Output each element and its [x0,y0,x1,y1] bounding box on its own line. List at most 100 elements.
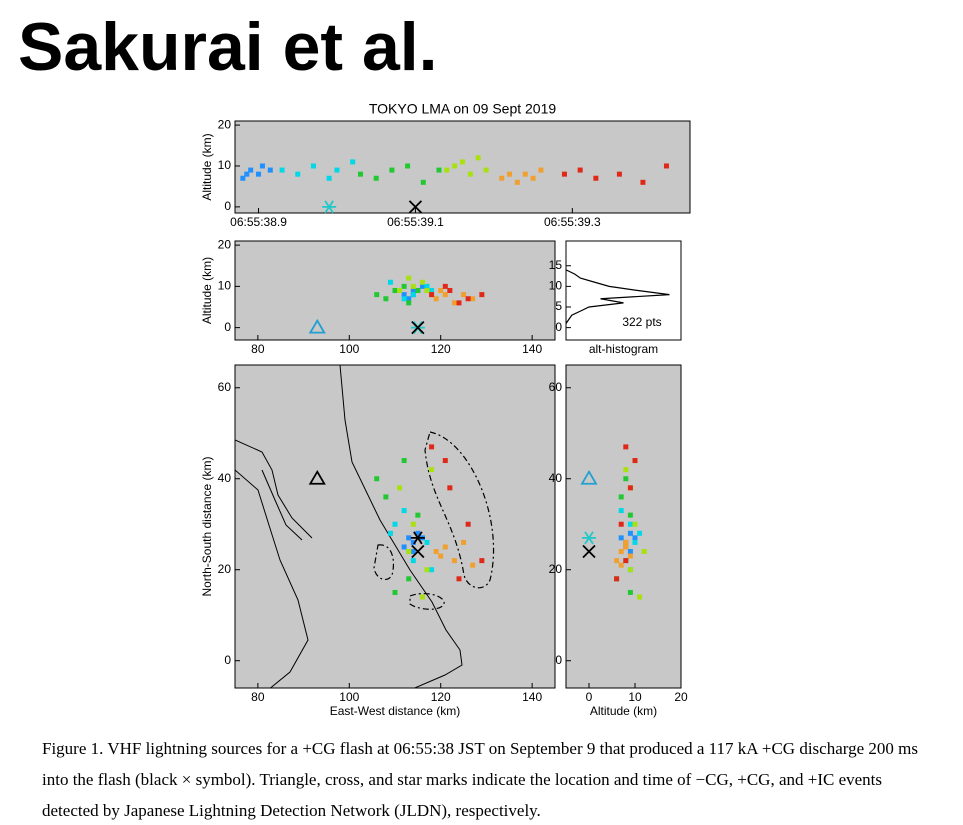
figure: TOKYO LMA on 09 Sept 2019 0 10 20 06:55:38.9… [200,101,691,718]
x-tick-label: 80 [251,690,265,704]
y-tick-label: 40 [218,471,232,485]
vhf-source [401,508,407,514]
vhf-source [392,589,398,595]
y-tick-label: 0 [224,320,231,334]
jldn-event [410,531,425,545]
vhf-source [627,589,633,595]
flash-contour [424,431,495,589]
y-tick-label: 5 [555,299,562,313]
x-tick-label: 06:55:38.9 [230,215,287,229]
vhf-source [389,167,395,173]
vhf-source [623,558,629,564]
vhf-source [627,521,633,527]
vhf-source [429,467,435,473]
vhf-source [451,300,457,306]
vhf-source [424,539,430,545]
jldn-event [308,469,326,485]
y-tick-label: 20 [218,237,232,251]
vhf-source [470,562,476,568]
vhf-source [438,288,444,293]
y-tick-label: 40 [549,471,563,485]
y-tick-label: 0 [555,653,562,667]
vhf-source [623,539,629,545]
vhf-source [616,171,622,177]
y-tick-label: 0 [224,653,231,667]
plot-area [234,120,691,214]
vhf-source [451,558,457,564]
x-tick-label: 20 [674,690,688,704]
vhf-source [623,544,629,550]
vhf-source [632,521,638,527]
coastline [235,439,313,539]
y-tick-label: 20 [549,562,563,576]
vhf-source [632,458,638,464]
flash-contour [373,544,395,581]
vhf-source [433,296,439,302]
vhf-source [436,167,442,173]
vhf-source [623,476,629,482]
vhf-source [244,171,250,177]
vhf-source [514,179,520,185]
vhf-source [415,512,421,518]
vhf-source [627,553,633,559]
coastline [235,469,309,688]
vhf-source [618,508,624,514]
vhf-source [392,521,398,527]
x-axis-label: alt-histogram [589,342,658,356]
chart-title: TOKYO LMA on 09 Sept 2019 [369,101,557,117]
x-tick-label: 140 [522,342,542,356]
vhf-source [256,171,262,177]
vhf-source [632,535,638,541]
slide-title: Sakurai et al. [18,9,438,85]
vhf-source [387,279,393,285]
vhf-source [410,292,416,298]
vhf-source [460,159,465,165]
vhf-source [410,283,416,289]
y-tick-label: 20 [218,562,232,576]
vhf-source [406,275,412,281]
vhf-source [429,444,435,450]
vhf-source [401,544,407,550]
y-tick-label: 10 [218,158,232,172]
vhf-source [442,458,448,464]
vhf-source [267,167,273,173]
y-tick-label: 60 [218,380,232,394]
vhf-source [467,171,473,177]
y-axis-label: North-South distance (km) [200,456,214,596]
vhf-source [663,163,669,169]
vhf-source [618,521,624,527]
vhf-source [483,167,489,173]
plot-area [234,240,556,341]
vhf-source [447,288,453,293]
vhf-source [561,171,567,177]
histogram-line [565,269,670,324]
x-axis-label: Altitude (km) [590,704,657,718]
vhf-source [310,163,316,169]
x-tick-label: 100 [339,690,359,704]
vhf-source [640,179,646,185]
vhf-source [334,167,340,173]
jldn-event [308,318,326,334]
annotation: 322 pts [622,315,661,329]
vhf-source [410,288,416,293]
vhf-source [538,167,544,173]
vhf-source [240,175,246,181]
plot-area [565,240,682,341]
vhf-source [618,549,624,555]
vhf-source [406,549,412,555]
flash-contour [409,592,445,610]
vhf-source [358,171,364,177]
vhf-source [444,167,450,173]
vhf-source [530,175,536,181]
vhf-source [429,567,435,573]
vhf-source [623,444,629,450]
y-tick-label: 0 [224,199,231,213]
vhf-source [618,494,624,500]
x-tick-label: 06:55:39.1 [387,215,444,229]
vhf-source [479,292,485,298]
vhf-source [406,576,412,582]
x-tick-label: 10 [628,690,642,704]
vhf-source [326,175,332,181]
vhf-source [410,539,416,545]
x-tick-label: 80 [251,342,265,356]
